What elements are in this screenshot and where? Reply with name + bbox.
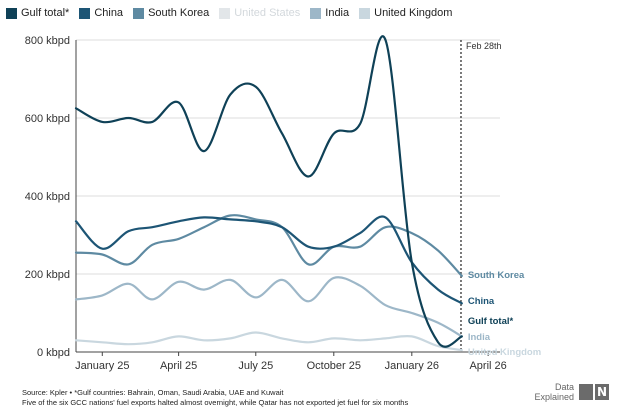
legend-item[interactable]: South Korea	[133, 7, 209, 19]
legend: Gulf total* China South Korea United States…	[6, 7, 462, 19]
legend-swatch	[219, 7, 231, 19]
brand-text: Data Explained	[534, 382, 574, 402]
y-tick-label: 800 kbpd	[25, 35, 70, 47]
x-tick-label: July 25	[238, 360, 273, 372]
line-chart: 0 kbpd 200 kbpd 400 kbpd 600 kbpd 800 kbpd Ja…	[25, 35, 541, 372]
series-end-label: United Kingdom	[468, 347, 541, 358]
x-tick-label: January 25	[75, 360, 129, 372]
y-tick-label: 400 kbpd	[25, 191, 70, 203]
brand-line-1: Data	[554, 382, 574, 392]
x-tick-label: April 25	[160, 360, 197, 372]
annotation-label: Feb 28th	[466, 41, 502, 51]
legend-label: United States	[234, 7, 301, 19]
y-tick-label: 600 kbpd	[25, 113, 70, 125]
legend-swatch	[310, 7, 322, 19]
x-tick-label: October 25	[307, 360, 361, 372]
legend-label: South Korea	[148, 7, 210, 19]
series-line	[74, 215, 463, 305]
series-line	[74, 214, 463, 277]
brand-logo: Data Explained N	[534, 382, 609, 402]
brand-n-icon: N	[595, 384, 609, 400]
y-tick-label: 0 kbpd	[37, 347, 70, 359]
series-end-label: South Korea	[468, 270, 525, 281]
legend-swatch	[6, 7, 17, 19]
series-end-label: China	[468, 296, 495, 307]
legend-label: China	[94, 7, 124, 19]
legend-item[interactable]: United Kingdom	[359, 7, 452, 19]
series-line	[74, 331, 463, 352]
series-end-label: Gulf total*	[468, 316, 514, 327]
x-tick-label: January 26	[385, 360, 439, 372]
legend-swatch	[133, 7, 145, 19]
legend-item[interactable]: United States	[219, 7, 300, 19]
series-line	[74, 276, 463, 338]
y-tick-label: 200 kbpd	[25, 269, 70, 281]
source-note: Source: Kpler • *Gulf countries: Bahrain…	[22, 388, 408, 408]
legend-swatch	[359, 7, 371, 19]
series-line	[74, 35, 463, 348]
legend-item[interactable]: China	[79, 7, 123, 19]
brand-line-2: Explained	[534, 392, 574, 402]
footnote-line: Five of the six GCC nations' fuel export…	[22, 398, 409, 407]
legend-item[interactable]: Gulf total*	[6, 7, 69, 19]
legend-label: India	[325, 7, 350, 19]
legend-swatch	[79, 7, 91, 19]
legend-item[interactable]: India	[310, 7, 349, 19]
brand-box-icon	[579, 384, 593, 400]
series-end-label: India	[468, 332, 491, 343]
legend-label: United Kingdom	[374, 7, 453, 19]
x-tick-label: April 26	[469, 360, 506, 372]
legend-label: Gulf total*	[21, 7, 70, 19]
source-line: Source: Kpler • *Gulf countries: Bahrain…	[22, 388, 284, 397]
